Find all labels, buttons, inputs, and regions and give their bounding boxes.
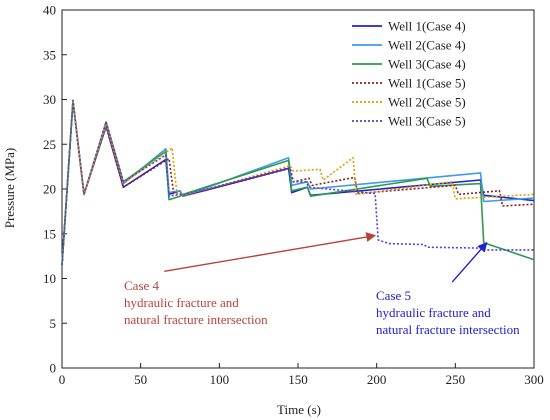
y-tick-label: 15 [43,226,56,241]
annotation-text: natural fracture intersection [376,322,520,337]
legend: Well 1(Case 4) Well 2(Case 4) Well 3(Case … [352,19,466,129]
x-tick-label: 200 [367,372,387,387]
annotation-text: Case 4 [124,278,160,293]
series-lines [61,99,535,266]
x-tick-label: 150 [288,372,308,387]
legend-entry: Well 3(Case 4) [388,57,466,72]
annotation-text: Case 5 [376,288,411,303]
series-line-6 [61,99,534,266]
legend-entry: Well 3(Case 5) [388,114,466,129]
annotation-arrow [164,232,377,273]
legend-entry: Well 1(Case 5) [388,76,466,91]
y-tick-label: 35 [43,47,56,62]
annotation-text: natural fracture intersection [124,312,268,327]
legend-entry: Well 1(Case 4) [388,19,466,34]
x-tick-label: 0 [59,372,66,387]
annotations: Case 4 hydraulic fracture and natural frac… [124,232,520,337]
y-tick-label: 20 [43,182,56,197]
legend-entry: Well 2(Case 5) [388,95,466,110]
series-line-3 [61,99,535,266]
y-axis-label: Pressure (MPa) [2,148,17,229]
y-tick-label: 0 [50,361,57,376]
series-line-5 [61,100,535,266]
y-tick-label: 25 [43,137,56,152]
y-tick-label: 5 [50,316,57,331]
x-tick-label: 250 [446,372,466,387]
annotation-arrow [451,241,488,283]
y-tick-label: 40 [43,3,56,18]
annotation-text: hydraulic fracture and [376,305,491,320]
y-tick-label: 10 [43,271,56,286]
y-tick-label: 30 [43,92,56,107]
annotation-text: hydraulic fracture and [124,295,239,310]
x-axis-label: Time (s) [277,402,321,417]
x-tick-label: 50 [134,372,147,387]
x-tick-label: 300 [524,372,544,387]
legend-entry: Well 2(Case 4) [388,38,466,53]
x-tick-label: 100 [210,372,230,387]
axes: 0 50 100 150 200 250 300 0 5 10 15 20 25 30 35 40 [43,3,544,388]
